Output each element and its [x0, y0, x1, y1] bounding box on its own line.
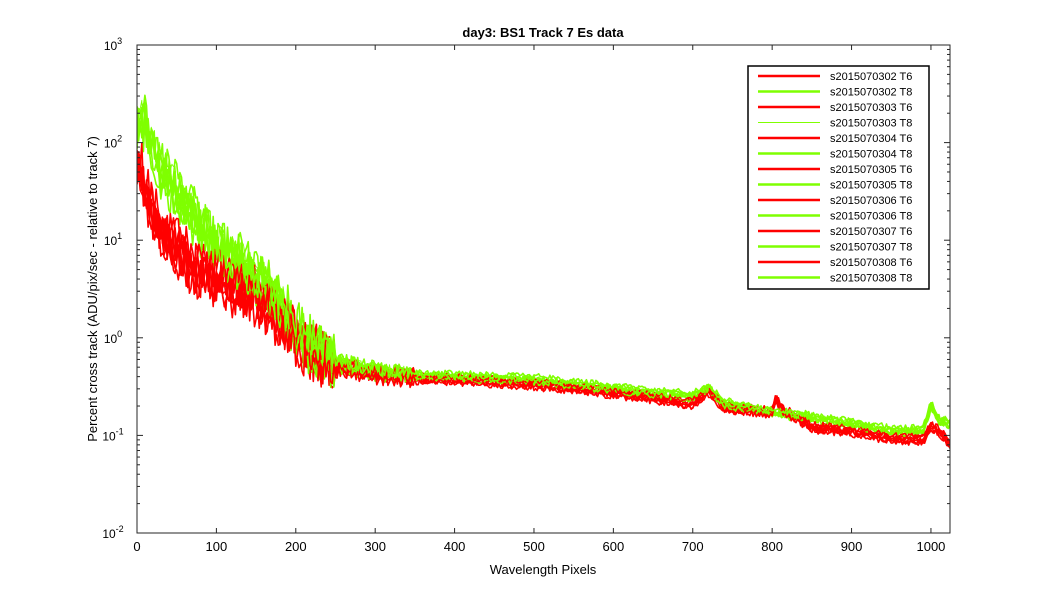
- y-tick-exponent: 2: [117, 134, 122, 144]
- chart-title: day3: BS1 Track 7 Es data: [462, 25, 624, 40]
- legend-label: s2015070303 T8: [830, 118, 912, 130]
- legend: s2015070302 T6 s2015070302 T8 s2015070303 …: [747, 65, 930, 290]
- legend-label: s2015070302 T8: [830, 87, 912, 99]
- y-tick-base: 10: [102, 527, 116, 541]
- series-layer: [137, 94, 950, 449]
- y-tick-base: 10: [104, 332, 118, 346]
- y-tick-base: 10: [104, 137, 118, 151]
- legend-label: s2015070306 T8: [830, 211, 912, 223]
- legend-box: [747, 65, 930, 290]
- series-line: [137, 94, 950, 431]
- legend-label: s2015070304 T8: [830, 149, 912, 161]
- y-tick-base: 10: [102, 429, 116, 443]
- y-tick-label: 100: [104, 329, 122, 346]
- legend-label: s2015070308 T6: [830, 257, 912, 269]
- legend-label: s2015070304 T6: [830, 133, 912, 145]
- y-tick-exponent: 0: [117, 329, 122, 339]
- x-tick-label: 0: [133, 539, 140, 554]
- y-tick-label: 101: [104, 231, 122, 248]
- y-tick-exponent: -1: [116, 426, 124, 436]
- y-axis-label: Percent cross track (ADU/pix/sec - relat…: [85, 136, 100, 442]
- y-tick-label: 103: [104, 36, 122, 53]
- legend-label: s2015070306 T6: [830, 195, 912, 207]
- legend-label: s2015070308 T8: [830, 273, 912, 285]
- plot-frame: [136, 44, 951, 534]
- legend-label: s2015070307 T8: [830, 242, 912, 254]
- x-tick-label: 500: [523, 539, 545, 554]
- x-tick-label: 300: [364, 539, 386, 554]
- legend-label: s2015070305 T6: [830, 164, 912, 176]
- y-tick-exponent: 3: [117, 36, 122, 46]
- x-axis-label: Wavelength Pixels: [490, 562, 597, 577]
- legend-label: s2015070303 T6: [830, 102, 912, 114]
- legend-label: s2015070305 T8: [830, 180, 912, 192]
- legend-label: s2015070307 T6: [830, 226, 912, 238]
- x-tick-label: 400: [444, 539, 466, 554]
- series-line: [137, 171, 950, 447]
- x-tick-label: 1000: [916, 539, 945, 554]
- y-tick-base: 10: [104, 234, 118, 248]
- x-tick-label: 900: [841, 539, 863, 554]
- y-tick-exponent: 1: [117, 231, 122, 241]
- x-axis: 0 100 200 300 400 500 600 700 800 900 1000: [133, 45, 945, 554]
- y-tick-label: 10-2: [102, 524, 123, 541]
- x-tick-label: 100: [206, 539, 228, 554]
- y-tick-label: 102: [104, 134, 122, 151]
- x-tick-label: 700: [682, 539, 704, 554]
- series-line: [137, 105, 950, 434]
- x-tick-label: 200: [285, 539, 307, 554]
- y-tick-label: 10-1: [102, 426, 123, 443]
- x-tick-label: 600: [603, 539, 625, 554]
- y-tick-base: 10: [104, 39, 118, 53]
- x-tick-label: 800: [761, 539, 783, 554]
- legend-label: s2015070302 T6: [830, 71, 912, 83]
- y-tick-exponent: -2: [116, 524, 124, 534]
